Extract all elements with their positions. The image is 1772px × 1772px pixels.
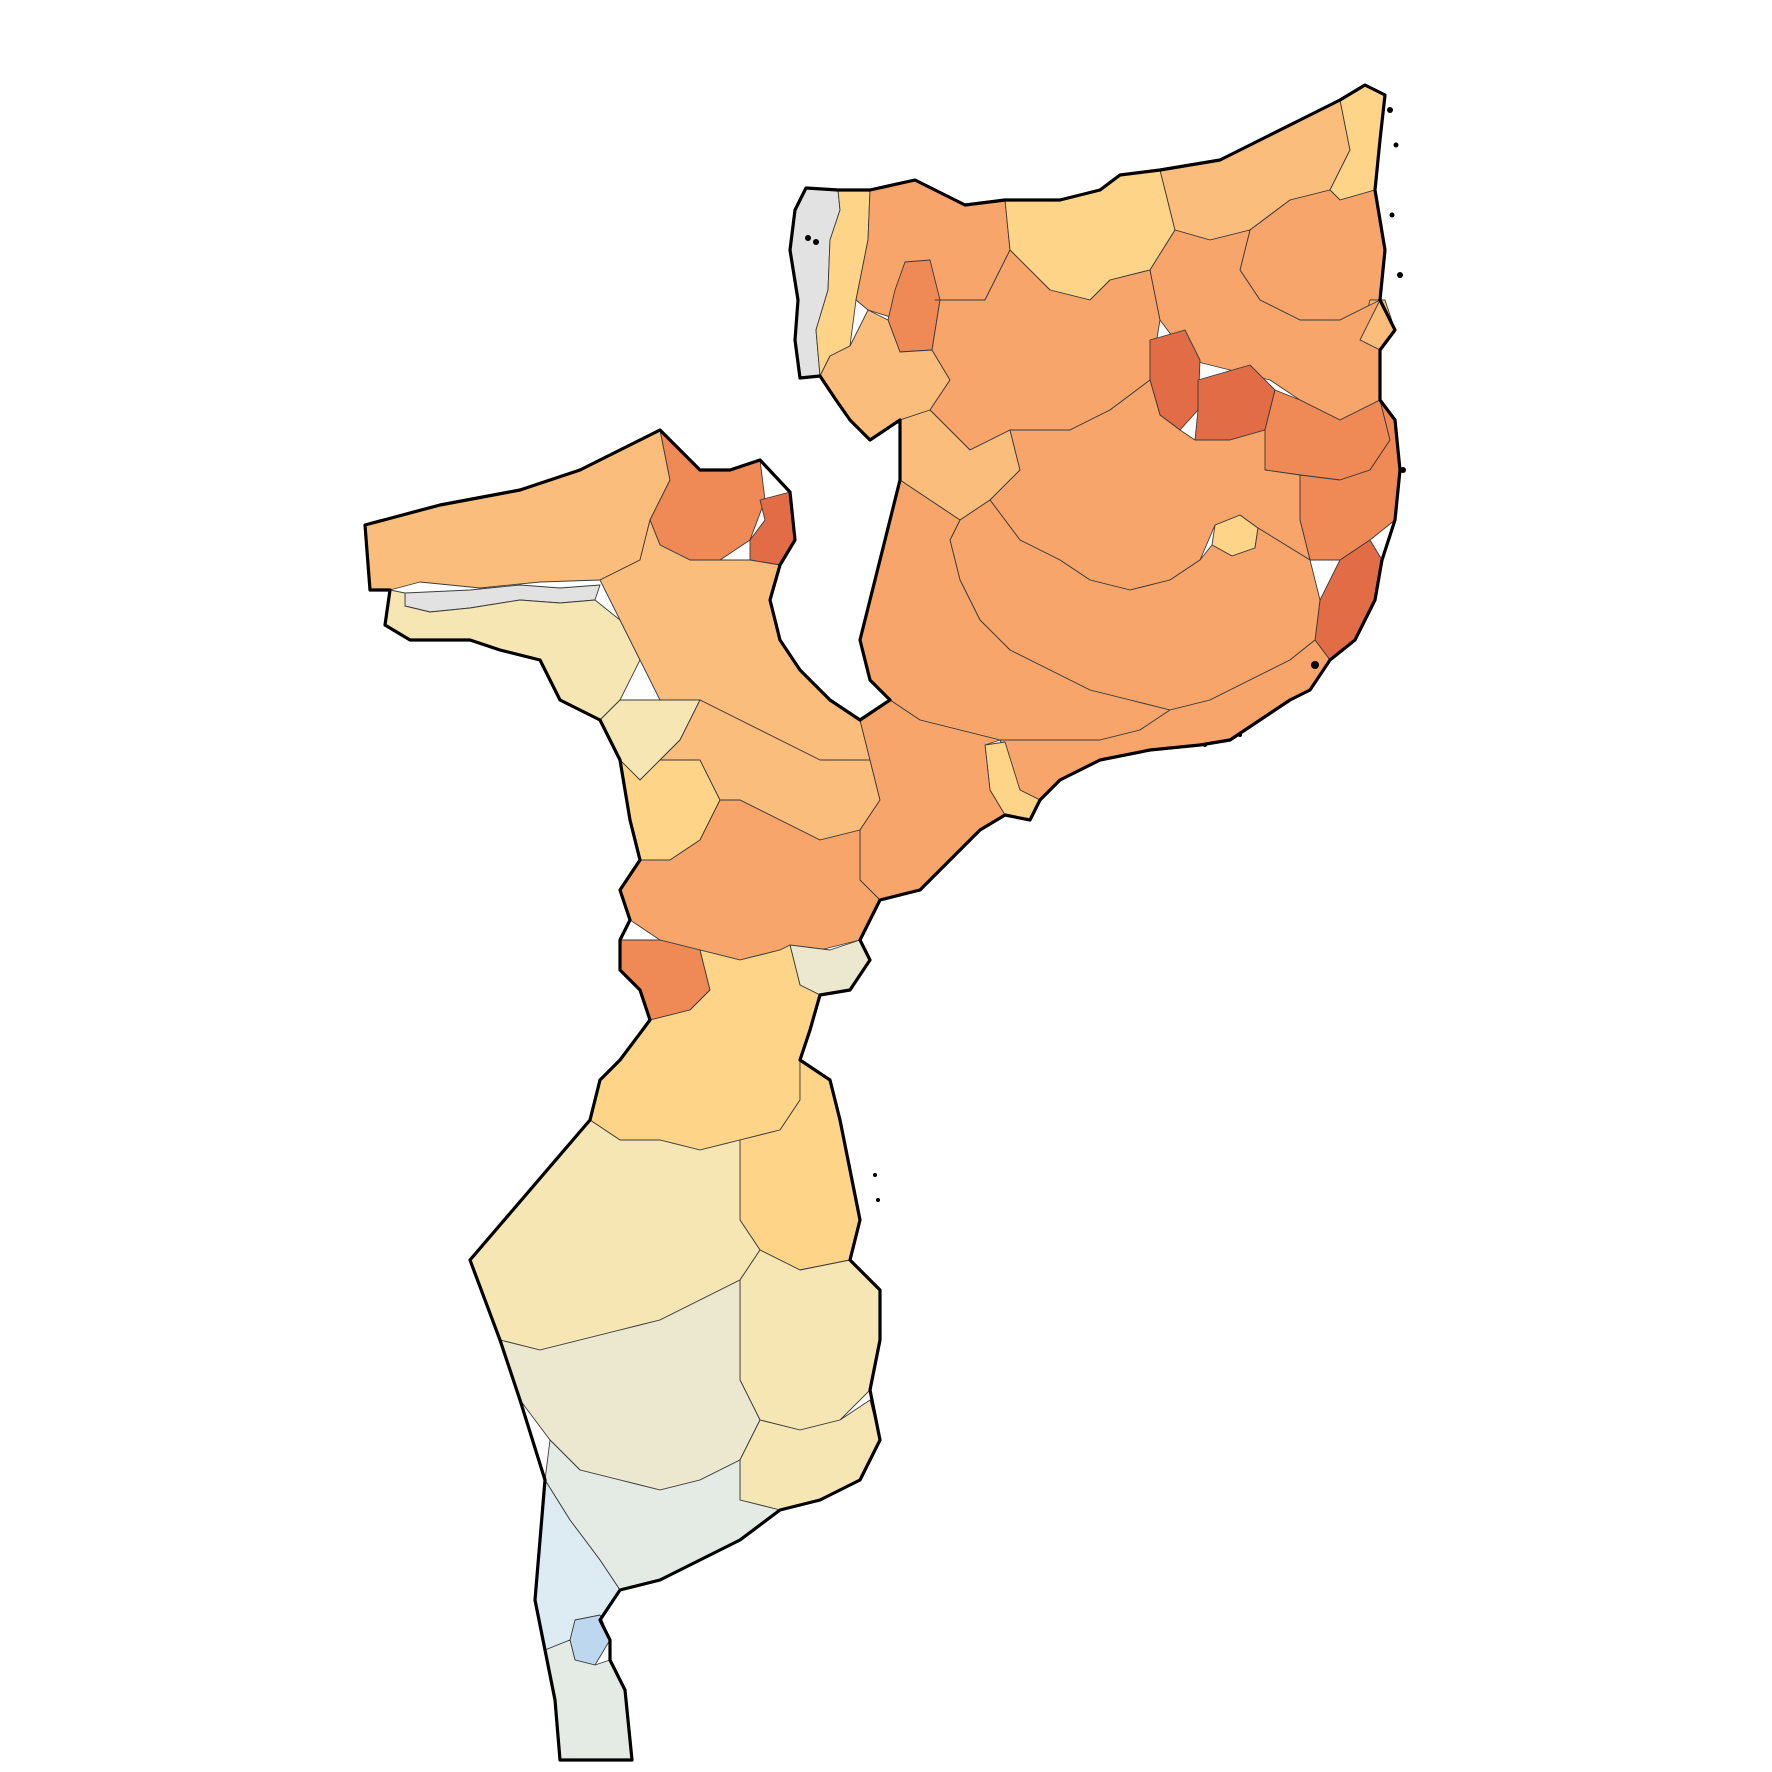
region-cabo-delgado-south	[1149, 229, 1381, 421]
island	[1389, 212, 1395, 218]
island	[1203, 743, 1207, 747]
island	[813, 239, 819, 245]
island	[1387, 107, 1393, 113]
country-outline	[363, 83, 1402, 1762]
island	[1400, 467, 1406, 473]
island	[876, 1198, 880, 1202]
island	[1393, 142, 1399, 148]
island	[873, 1173, 877, 1177]
island	[1311, 661, 1319, 669]
island	[1238, 733, 1242, 737]
coastal-islands	[805, 107, 1406, 1202]
island	[1397, 272, 1403, 278]
island	[805, 235, 811, 241]
